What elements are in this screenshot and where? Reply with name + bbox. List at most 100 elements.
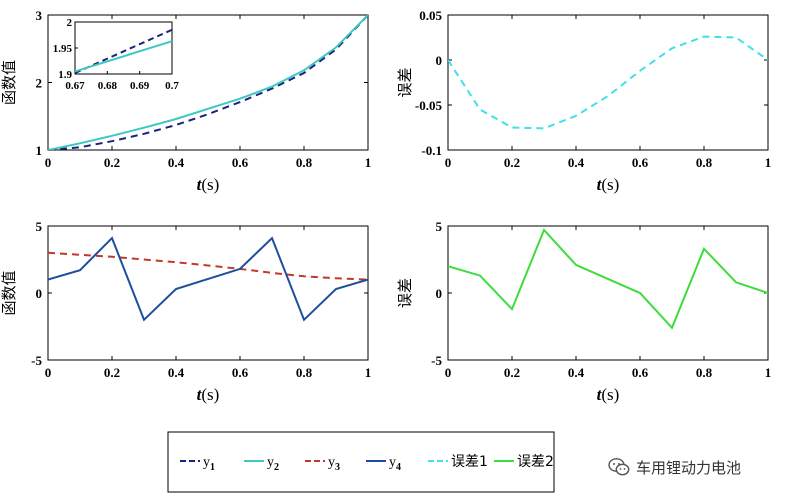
y-tick-label: 0 bbox=[436, 53, 443, 68]
wechat-icon bbox=[608, 458, 630, 476]
y-tick-label: 0.05 bbox=[419, 8, 442, 23]
series-line-误差2 bbox=[448, 228, 768, 330]
series-line-y1 bbox=[48, 15, 368, 150]
inset: 0.67 0.68 0.69 0.7 1.9 1.95 2 bbox=[53, 17, 180, 92]
x-axis-label-unit: (s) bbox=[201, 175, 219, 194]
y-tick-label: -5 bbox=[31, 353, 42, 368]
x-axis-label-var: t bbox=[197, 385, 203, 404]
x-tick-label: 1 bbox=[765, 365, 772, 380]
y-axis-label: 函数值 bbox=[0, 60, 18, 105]
x-axis-label: t(s) bbox=[197, 385, 220, 404]
x-tick-label: 0.4 bbox=[168, 365, 185, 380]
legend-label: y1 bbox=[203, 455, 215, 473]
x-tick-label: 0 bbox=[445, 155, 452, 170]
x-tick-label: 0.2 bbox=[504, 155, 520, 170]
x-tick-label: 0.2 bbox=[104, 155, 120, 170]
x-axis-label: t(s) bbox=[197, 175, 220, 194]
panel-top-right: 0 0.2 0.4 0.6 0.8 1 -0.1 -0.05 0 0.05 t(s) 误差 bbox=[396, 8, 771, 194]
x-tick-label: 1 bbox=[365, 155, 372, 170]
series-line-y3 bbox=[48, 251, 368, 281]
y-tick-label: 1 bbox=[36, 143, 43, 158]
legend-item: 误差2 bbox=[494, 454, 554, 470]
inset-y-tick-label: 2 bbox=[67, 17, 73, 29]
watermark: 车用锂动力电池 bbox=[608, 454, 741, 480]
x-tick-label: 0.4 bbox=[568, 155, 585, 170]
y-tick-label: 2 bbox=[36, 76, 43, 91]
inset-x-tick-label: 0.69 bbox=[130, 80, 150, 92]
y-tick-label: 5 bbox=[36, 219, 43, 234]
x-tick-label: 0.8 bbox=[696, 155, 713, 170]
y-tick-label: -0.1 bbox=[421, 143, 442, 158]
y-axis-label: 误差 bbox=[396, 67, 414, 97]
x-axis-label-var: t bbox=[597, 385, 603, 404]
legend-item: y4 bbox=[366, 455, 401, 473]
axes-frame bbox=[447, 225, 769, 361]
x-tick-label: 0.2 bbox=[104, 365, 120, 380]
legend-label: y4 bbox=[389, 455, 401, 473]
y-axis-label: 误差 bbox=[396, 278, 414, 308]
x-tick-label: 0 bbox=[445, 365, 452, 380]
x-tick-label: 0.4 bbox=[168, 155, 185, 170]
inset-x-tick-label: 0.67 bbox=[65, 80, 85, 92]
x-axis-label-var: t bbox=[597, 175, 603, 194]
series-line-误差1 bbox=[448, 35, 768, 130]
y-axis-label: 函数值 bbox=[0, 270, 18, 315]
legend-item: y2 bbox=[244, 455, 279, 473]
y-tick-label: 0 bbox=[36, 286, 43, 301]
x-axis-label: t(s) bbox=[597, 385, 620, 404]
legend-label-sub: 3 bbox=[335, 462, 340, 473]
x-tick-label: 1 bbox=[365, 365, 372, 380]
inset-x-tick-label: 0.68 bbox=[98, 80, 118, 92]
legend-label-sub: 2 bbox=[274, 462, 279, 473]
legend-label: y3 bbox=[328, 455, 340, 473]
series-line-y2 bbox=[48, 15, 368, 150]
inset-series-line-y2 bbox=[74, 40, 173, 73]
legend-label-base: y bbox=[328, 455, 335, 470]
inset-y-tick-label: 1.95 bbox=[53, 43, 73, 55]
x-axis-label-unit: (s) bbox=[601, 175, 619, 194]
x-tick-label: 0.8 bbox=[296, 155, 313, 170]
axes-frame bbox=[47, 225, 369, 361]
x-tick-label: 0.6 bbox=[632, 365, 649, 380]
x-tick-label: 1 bbox=[765, 155, 772, 170]
legend-box bbox=[167, 431, 555, 493]
legend-item: y1 bbox=[180, 455, 215, 473]
x-tick-label: 0.8 bbox=[296, 365, 313, 380]
y-tick-label: -5 bbox=[431, 353, 442, 368]
legend-label: y2 bbox=[267, 455, 279, 473]
legend-label-base: 误差1 bbox=[451, 454, 488, 470]
legend-label: 误差2 bbox=[517, 454, 554, 470]
series-line-y4 bbox=[48, 236, 368, 322]
y-tick-label: 0 bbox=[436, 286, 443, 301]
y-tick-label: -0.05 bbox=[415, 98, 443, 113]
legend-label: 误差1 bbox=[451, 454, 488, 470]
legend-label-sub: 1 bbox=[210, 462, 215, 473]
axes-frame bbox=[447, 14, 769, 151]
inset-series-line-y1 bbox=[74, 28, 173, 74]
y-tick-label: 5 bbox=[436, 219, 443, 234]
y-tick-label: 3 bbox=[36, 8, 43, 23]
x-axis-label-var: t bbox=[197, 175, 203, 194]
x-axis-label-unit: (s) bbox=[601, 385, 619, 404]
x-tick-label: 0.6 bbox=[632, 155, 649, 170]
legend-label-base: y bbox=[267, 455, 274, 470]
x-axis-label-unit: (s) bbox=[201, 385, 219, 404]
legend-label-base: y bbox=[389, 455, 396, 470]
x-tick-label: 0.6 bbox=[232, 365, 249, 380]
x-tick-label: 0 bbox=[45, 155, 52, 170]
x-tick-label: 0.2 bbox=[504, 365, 520, 380]
legend-label-base: y bbox=[203, 455, 210, 470]
watermark-text: 车用锂动力电池 bbox=[636, 458, 742, 477]
panel-top-left: 0 0.2 0.4 0.6 0.8 1 1 2 3 t(s) 函数值 0.67 0.68 0.69 0.7 1… bbox=[0, 8, 371, 194]
inset-x-tick-label: 0.7 bbox=[165, 80, 179, 92]
inset-y-tick-label: 1.9 bbox=[58, 69, 72, 81]
legend-item: y3 bbox=[305, 455, 340, 473]
x-tick-label: 0.6 bbox=[232, 155, 249, 170]
x-tick-label: 0.8 bbox=[696, 365, 713, 380]
x-tick-label: 0.4 bbox=[568, 365, 585, 380]
legend-item: 误差1 bbox=[428, 454, 488, 470]
legend-label-base: 误差2 bbox=[517, 454, 554, 470]
